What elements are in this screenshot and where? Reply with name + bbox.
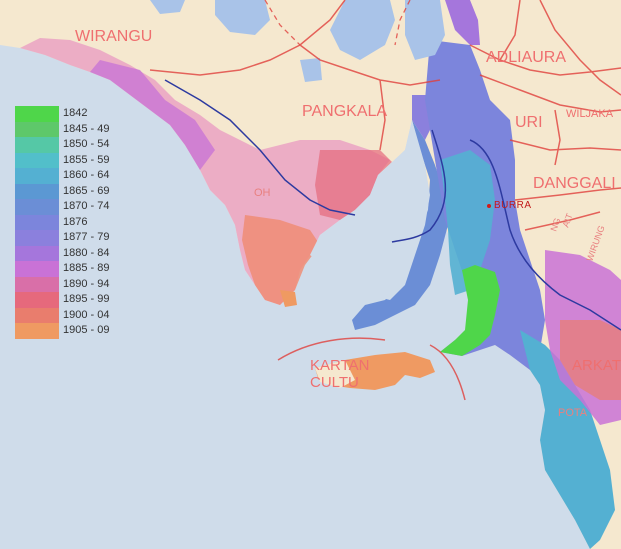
eyre-peninsula-east (315, 150, 392, 220)
legend-swatch (15, 292, 59, 308)
legend-item: 1880 - 84 (15, 245, 125, 261)
region-label-danggali: DANGGALI (533, 175, 616, 192)
legend-swatch (15, 261, 59, 277)
region-label-ng: NG (548, 217, 562, 233)
fleurieu-coloring (520, 330, 615, 549)
legend-swatch (15, 307, 59, 323)
legend-label: 1900 - 04 (63, 308, 110, 321)
legend-swatch (15, 245, 59, 261)
spencer-gulf (310, 120, 430, 300)
language-boundaries (149, 0, 621, 401)
legend-swatch (15, 183, 59, 199)
legend-swatch (15, 106, 59, 122)
legend-swatch (15, 152, 59, 168)
legend-label: 1845 - 49 (63, 122, 110, 135)
lake-north-1 (215, 0, 270, 35)
legend-label: 1855 - 59 (63, 153, 110, 166)
legend-swatch (15, 137, 59, 153)
legend-item: 1870 - 74 (15, 199, 125, 215)
mid-north-teal (440, 150, 495, 295)
burra-label: BURRA (494, 200, 532, 211)
region-label-ait: AIT (560, 212, 574, 229)
legend-label: 1865 - 69 (63, 184, 110, 197)
legend-label: 1842 (63, 107, 88, 119)
eyre-peninsula-west (90, 60, 215, 170)
legend-label: 1880 - 84 (63, 246, 110, 259)
region-label-pangkala: PANGKALA (302, 103, 387, 120)
lake-north-2 (330, 0, 395, 60)
region-label-kartan: KARTAN (310, 357, 369, 374)
region-label-uri: URI (515, 114, 543, 131)
legend-label: 1870 - 74 (63, 200, 110, 212)
burra-marker[interactable] (487, 204, 491, 208)
legend-label: 1885 - 89 (63, 262, 110, 274)
adelaide-1842-area (440, 265, 500, 356)
legend-item: 1850 - 54 (15, 137, 125, 153)
legend-item: 1890 - 94 (15, 276, 125, 292)
legend-swatch (15, 214, 59, 230)
region-label-pota: POTA (558, 407, 588, 419)
south-east-pink (560, 320, 621, 400)
region-label-adliaura: ADLIAURA (486, 49, 566, 66)
legend-item: 1860 - 64 (15, 168, 125, 184)
eyre-peninsula-south (242, 215, 320, 305)
legend-item: 1855 - 59 (15, 152, 125, 168)
kangaroo-island-west (315, 360, 355, 388)
region-label-arkat: ARKAT (572, 357, 621, 374)
legend-label: 1876 (63, 215, 88, 228)
legend-swatch (15, 121, 59, 137)
legend-swatch (15, 323, 59, 339)
eyre-south-island (280, 290, 297, 307)
legend-label: 1850 - 54 (63, 138, 110, 150)
legend-item: 1885 - 89 (15, 261, 125, 277)
legend-item: 1865 - 69 (15, 183, 125, 199)
legend-swatch (15, 168, 59, 184)
legend-item: 1876 (15, 214, 125, 230)
legend-label: 1860 - 64 (63, 169, 110, 181)
legend-swatch (15, 230, 59, 246)
legend-item: 1877 - 79 (15, 230, 125, 246)
legend: 1842 1845 - 49 1850 - 54 1855 - 59 1860 … (15, 106, 125, 339)
region-label-oh: OH (254, 187, 271, 199)
region-label-wiljaka: WILJAKA (566, 108, 614, 120)
lake-north-3 (300, 58, 322, 82)
north-violet (445, 0, 480, 45)
legend-item: 1895 - 99 (15, 292, 125, 308)
legend-label: 1895 - 99 (63, 293, 110, 305)
legend-item: 1842 (15, 106, 125, 122)
railway-line (164, 79, 621, 331)
legend-label: 1905 - 09 (63, 324, 110, 336)
lake-north-5 (150, 0, 185, 14)
legend-label: 1890 - 94 (63, 277, 110, 290)
legend-item: 1900 - 04 (15, 307, 125, 323)
lake-north-4 (405, 0, 445, 60)
legend-item: 1905 - 09 (15, 323, 125, 339)
region-label-culture: CULTU (310, 374, 359, 391)
legend-swatch (15, 199, 59, 215)
yorke-peninsula (352, 120, 448, 330)
legend-item: 1845 - 49 (15, 121, 125, 137)
legend-label: 1877 - 79 (63, 231, 110, 243)
region-label-wirangu: WIRANGU (75, 28, 152, 45)
dashed-boundaries (264, 0, 411, 46)
legend-swatch (15, 276, 59, 292)
